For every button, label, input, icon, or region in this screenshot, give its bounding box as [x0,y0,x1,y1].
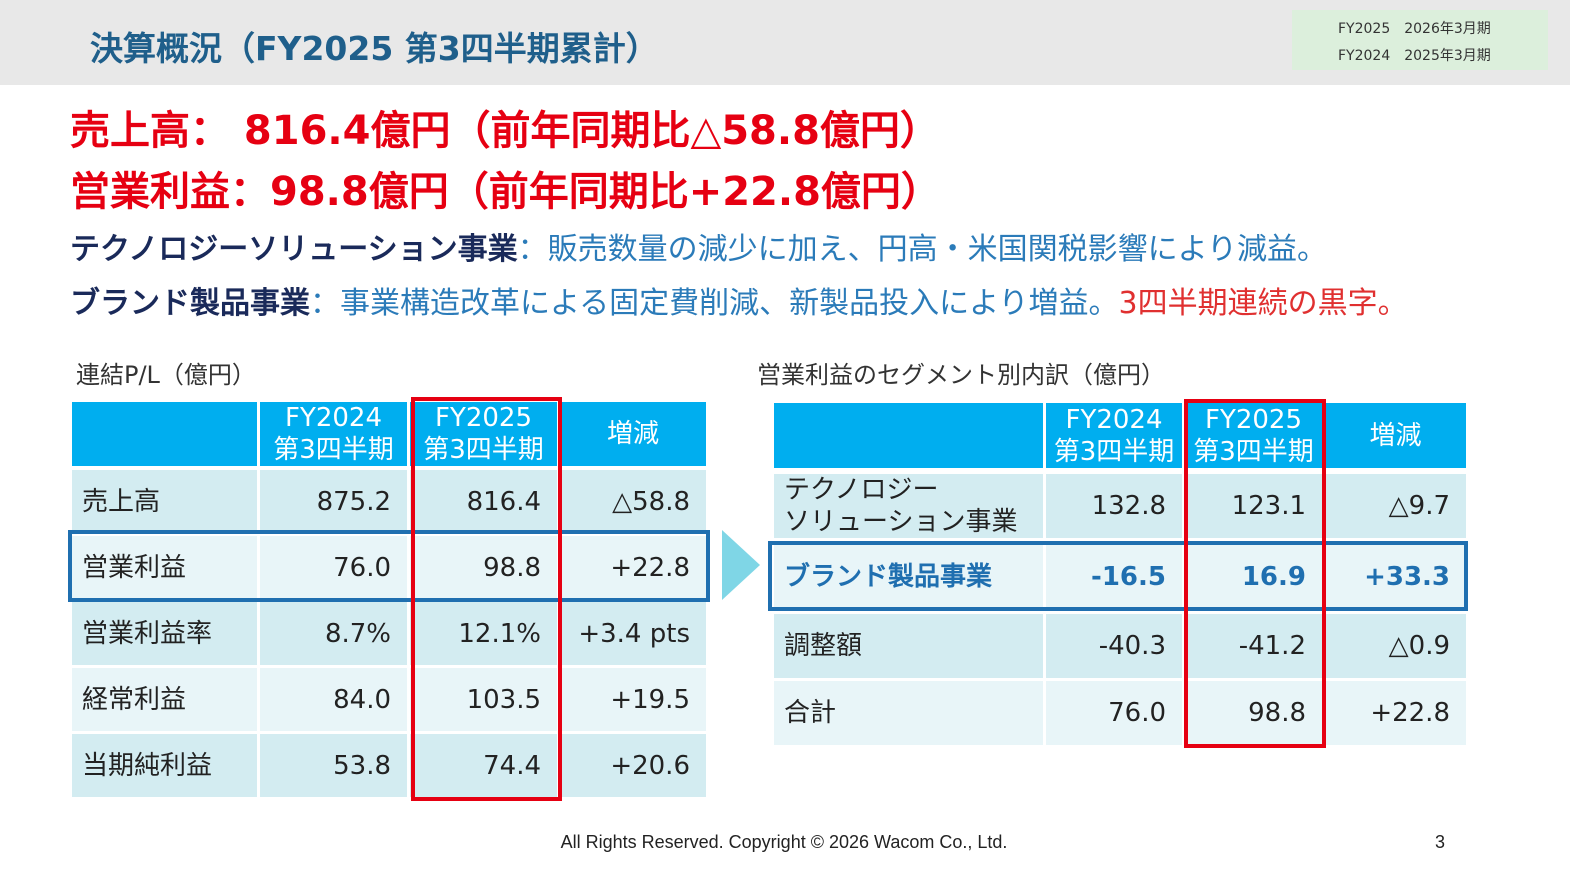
value-cell: 103.5 [410,668,557,731]
value-cell: 98.8 [1185,681,1322,745]
value-cell: 16.9 [1185,545,1322,609]
legend-box: FY2025 2026年3月期 FY2024 2025年3月期 [1292,10,1548,70]
cell-line: FY2025 [1204,404,1302,435]
title: 決算概況（FY2025 第3四半期累計） [90,29,659,68]
value-cell: +22.8 [1325,681,1466,745]
value-cell: △58.8 [560,470,706,533]
comment-text: ：事業構造改革による固定費削減、新製品投入により増益。 [310,286,1119,321]
row-label: 経常利益 [72,668,257,731]
cell-line: FY2025 [434,403,532,433]
value-cell: 98.8 [410,536,557,599]
comment-label: ブランド製品事業 [70,286,310,321]
cell-line: テクノロジー [784,475,939,505]
headline: 営業利益：98.8億円（前年同期比+22.8億円） [70,169,941,215]
header-cell [72,402,257,466]
value-cell: 8.7% [260,602,407,665]
header-cell: FY2024 第3四半期 [260,402,407,466]
cell-line: 増減 [1369,420,1422,451]
headline: 売上高： 816.4億円（前年同期比△58.8億円） [70,108,940,154]
comment-text: ：販売数量の減少に加え、円高・米国関税影響により減益。 [517,232,1328,267]
cell-line: 第3四半期 [423,435,544,465]
value-cell: 816.4 [410,470,557,533]
comment-label: テクノロジーソリューション事業 [70,232,518,267]
row-highlight [68,530,710,602]
column-highlight [1184,399,1326,748]
value-cell: -40.3 [1046,614,1182,678]
value-cell: +33.3 [1325,545,1466,609]
value-cell: 76.0 [260,536,407,599]
header-cell: 増減 [1325,403,1466,468]
row-highlight [768,541,1468,611]
arrow [722,530,760,600]
header-cell: FY2024 第3四半期 [1046,403,1182,468]
header-cell: FY2025 第3四半期 [1185,403,1322,468]
copyright: All Rights Reserved. Copyright © 2026 Wa… [560,832,1008,852]
cell-line: ソリューション事業 [784,507,1018,537]
value-cell: △0.9 [1325,614,1466,678]
row-label: ブランド製品事業 [774,545,1043,609]
value-cell: +19.5 [560,668,706,731]
table-caption: 連結P/L（億円） [76,361,256,389]
value-cell: +20.6 [560,734,706,797]
row-label: 売上高 [72,470,257,533]
value-cell: +3.4 pts [560,602,706,665]
comment-highlight: 3四半期連続の黒字。 [1118,286,1408,321]
cell-line: 第3四半期 [1193,436,1314,467]
row-label: テクノロジー ソリューション事業 [774,474,1043,538]
value-cell: 123.1 [1185,474,1322,538]
cell-line: FY2024 [1065,404,1163,435]
column-highlight [411,397,562,801]
value-cell: -41.2 [1185,614,1322,678]
comment: テクノロジーソリューション事業：販売数量の減少に加え、円高・米国関税影響により減… [70,224,1327,268]
value-cell: 53.8 [260,734,407,797]
cell-line: 増減 [606,419,659,449]
value-cell: +22.8 [560,536,706,599]
page-number: 3 [1435,832,1446,852]
value-cell: 84.0 [260,668,407,731]
legend-item: FY2024 2025年3月期 [1338,48,1491,64]
comment: ブランド製品事業：事業構造改革による固定費削減、新製品投入により増益。3四半期連… [70,278,1408,322]
value-cell: 74.4 [410,734,557,797]
table-caption: 営業利益のセグメント別内訳（億円） [757,361,1165,389]
header-cell [774,403,1043,468]
row-label: 営業利益 [72,536,257,599]
value-cell: 132.8 [1046,474,1182,538]
value-cell: △9.7 [1325,474,1466,538]
value-cell: 12.1% [410,602,557,665]
cell-line: 第3四半期 [1053,436,1175,467]
value-cell: 875.2 [260,470,407,533]
header-cell: 増減 [560,402,706,466]
cell-line: 第3四半期 [273,435,394,465]
row-label: 当期純利益 [72,734,257,797]
cell-line: FY2024 [284,403,382,433]
row-label: 調整額 [774,614,1043,678]
row-label: 営業利益率 [72,602,257,665]
row-label: 合計 [774,681,1043,745]
legend-item: FY2025 2026年3月期 [1338,21,1491,37]
value-cell: 76.0 [1046,681,1182,745]
value-cell: -16.5 [1046,545,1182,609]
header-cell: FY2025 第3四半期 [410,402,557,466]
